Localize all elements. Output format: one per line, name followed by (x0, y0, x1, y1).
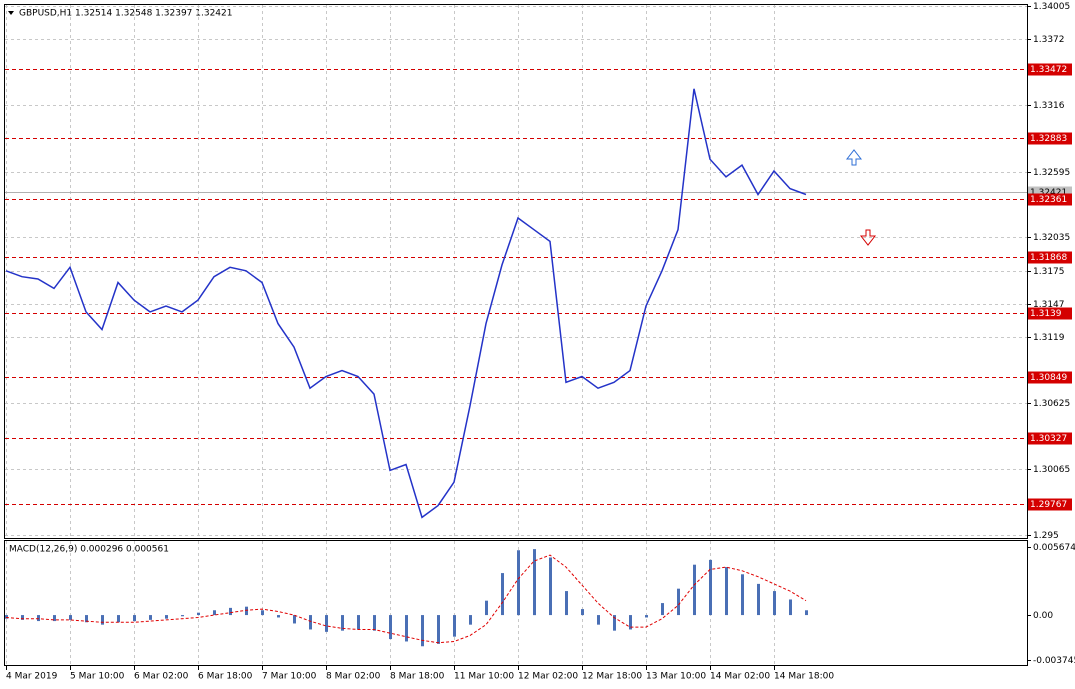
level-box (1028, 307, 1072, 320)
x-tick-label: 8 Mar 18:00 (390, 672, 445, 682)
x-tick-label: 5 Mar 10:00 (70, 672, 125, 682)
y-tick-label: 1.3175 (1033, 267, 1065, 277)
y-tick-label: 1.3372 (1033, 35, 1065, 45)
x-tick-label: 7 Mar 10:00 (262, 672, 317, 682)
y-tick-label: 1.3316 (1033, 101, 1065, 111)
y-tick-label: 1.295 (1033, 531, 1059, 541)
level-label: 1.30849 (1030, 373, 1067, 383)
level-label: 1.32883 (1030, 134, 1067, 144)
macd-panel (4, 540, 1028, 666)
sell-arrow[interactable] (859, 229, 877, 246)
level-label: 1.33472 (1030, 65, 1067, 75)
buy-arrow[interactable] (845, 149, 863, 166)
y-tick-label: -0.003745 (1033, 656, 1075, 666)
x-tick-label: 12 Mar 18:00 (582, 672, 642, 682)
macd-title: MACD(12,26,9) 0.000296 0.000561 (9, 545, 169, 555)
y-tick-label: 1.34005 (1033, 2, 1070, 12)
x-tick-label: 8 Mar 02:00 (326, 672, 381, 682)
x-tick-label: 11 Mar 10:00 (454, 672, 514, 682)
chart-title: GBPUSD,H1 1.32514 1.32548 1.32397 1.3242… (19, 9, 232, 19)
level-label: 1.3139 (1030, 309, 1062, 319)
x-tick-label: 4 Mar 2019 (6, 672, 58, 682)
x-tick-label: 6 Mar 02:00 (134, 672, 189, 682)
y-tick-label: 1.3119 (1033, 333, 1065, 343)
y-tick-label: 1.3147 (1033, 300, 1065, 310)
y-tick-label: 1.32595 (1033, 168, 1070, 178)
menu-arrow[interactable] (8, 11, 14, 15)
x-tick-label: 14 Mar 18:00 (774, 672, 834, 682)
y-tick-label: 1.30065 (1033, 465, 1070, 475)
y-tick-label: 1.30625 (1033, 399, 1070, 409)
current-price-label: 1.32421 (1030, 188, 1067, 198)
level-box (1028, 251, 1072, 264)
level-label: 1.31868 (1030, 253, 1067, 263)
level-box (1028, 432, 1072, 445)
x-tick-label: 13 Mar 10:00 (646, 672, 706, 682)
y-tick-label: 0.00 (1033, 611, 1053, 621)
y-tick-label: 0.005674 (1033, 543, 1075, 553)
level-box (1028, 63, 1072, 76)
level-box (1028, 132, 1072, 145)
x-tick-label: 14 Mar 02:00 (710, 672, 770, 682)
signal-line (5, 554, 807, 644)
level-box (1028, 498, 1072, 511)
level-label: 1.32361 (1030, 195, 1067, 205)
level-label: 1.30327 (1030, 434, 1067, 444)
x-tick-label: 12 Mar 02:00 (518, 672, 578, 682)
level-box (1028, 371, 1072, 384)
y-tick-label: 1.32035 (1033, 233, 1070, 243)
level-label: 1.29767 (1030, 500, 1067, 510)
price-line (5, 88, 807, 519)
x-tick-label: 6 Mar 18:00 (198, 672, 253, 682)
level-box (1028, 193, 1072, 206)
